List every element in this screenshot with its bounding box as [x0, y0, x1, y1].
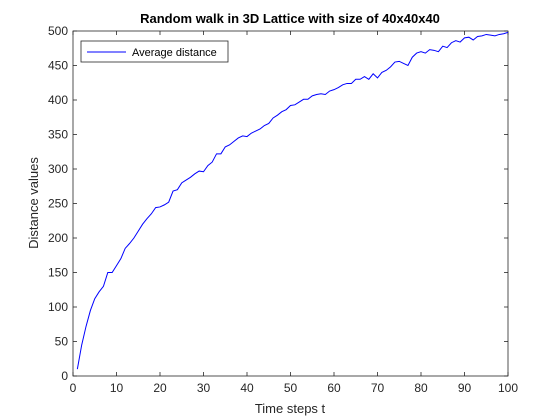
- x-axis-label: Time steps t: [255, 401, 326, 416]
- x-tick-label: 30: [197, 381, 211, 395]
- x-tick-label: 0: [70, 381, 77, 395]
- series-line-average-distance: [76, 31, 509, 370]
- series-layer: [76, 31, 509, 370]
- axis-ticks: 0 10 20 30 40 50 60 70 80 90 100 0 50 100 150 200 250 300…: [48, 24, 518, 395]
- x-tick-label: 70: [371, 381, 385, 395]
- x-tick-label: 80: [414, 381, 428, 395]
- legend: Average distance: [80, 40, 229, 63]
- y-tick-label: 400: [48, 93, 68, 107]
- y-tick-label: 350: [48, 128, 68, 142]
- y-tick-label: 250: [48, 197, 68, 211]
- y-tick-label: 500: [48, 24, 68, 38]
- legend-box: [80, 40, 229, 63]
- y-tick-label: 300: [48, 162, 68, 176]
- x-tick-label: 10: [110, 381, 124, 395]
- x-tick-label: 50: [284, 381, 298, 395]
- plot-area: [73, 31, 508, 376]
- y-tick-label: 150: [48, 266, 68, 280]
- y-tick-label: 100: [48, 300, 68, 314]
- plot-frame: [72, 30, 509, 377]
- y-tick-label: 450: [48, 59, 68, 73]
- x-tick-label: 20: [153, 381, 167, 395]
- y-axis-label: Distance values: [26, 157, 41, 249]
- y-tick-label: 0: [61, 369, 68, 383]
- chart-title: Random walk in 3D Lattice with size of 4…: [140, 11, 440, 26]
- legend-label: Average distance: [132, 47, 217, 59]
- x-tick-label: 90: [458, 381, 472, 395]
- x-tick-label: 100: [498, 381, 518, 395]
- y-tick-label: 200: [48, 231, 68, 245]
- x-tick-label: 40: [240, 381, 254, 395]
- x-tick-label: 60: [327, 381, 341, 395]
- y-tick-label: 50: [55, 335, 69, 349]
